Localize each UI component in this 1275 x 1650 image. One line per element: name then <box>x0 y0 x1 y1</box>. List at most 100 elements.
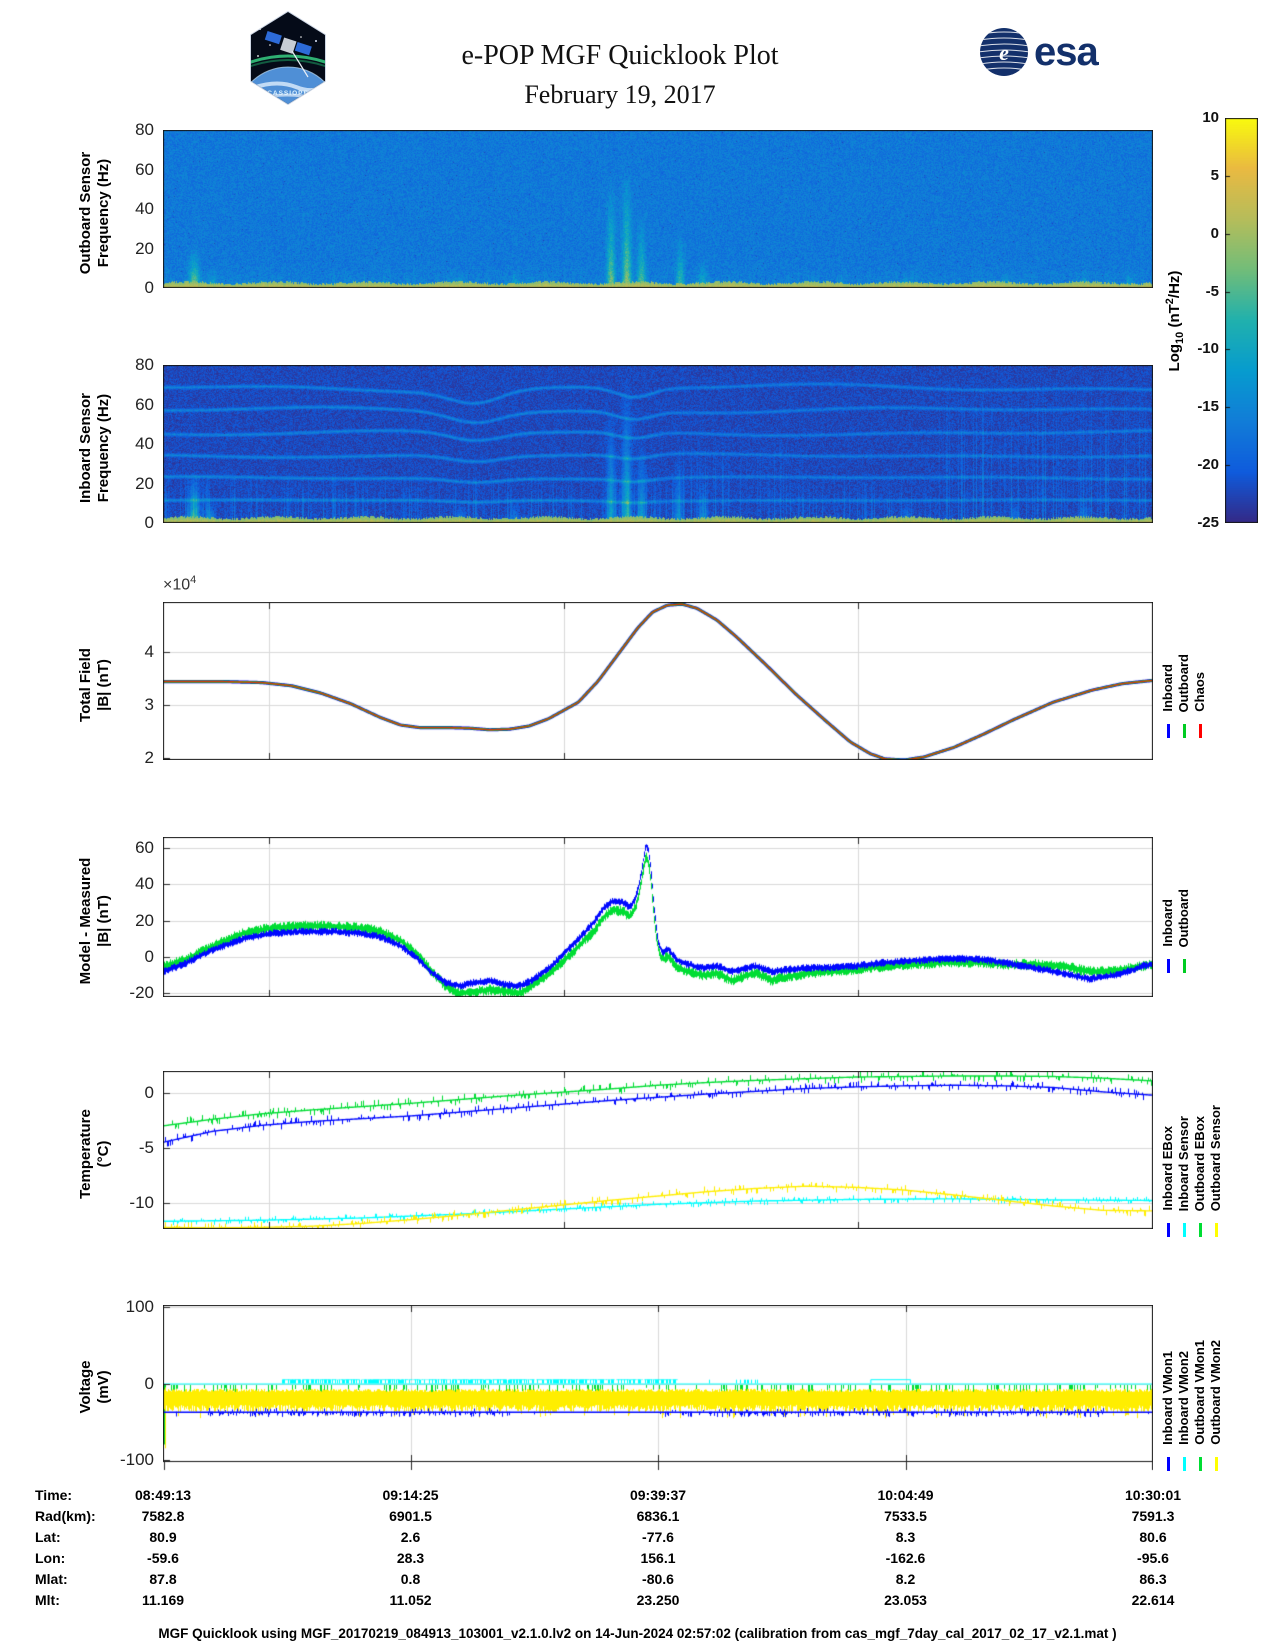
table-cell: 08:49:13 <box>134 1487 192 1503</box>
table-cell: 09:14:25 <box>382 1487 439 1503</box>
model-minus-measured-ytick--20: -20 <box>129 983 154 1003</box>
colorbar-tick-10: 10 <box>1202 109 1219 126</box>
footer-caption: MGF Quicklook using MGF_20170219_084913_… <box>158 1626 1117 1641</box>
total-field-legend-markers <box>1160 724 1208 738</box>
outboard-spectrogram-ytick-0: 0 <box>144 278 154 297</box>
total-field-canvas <box>163 602 1153 760</box>
table-cell: 8.3 <box>895 1529 916 1545</box>
legend-color-tick <box>1192 1223 1208 1237</box>
inboard-spectrogram-canvas <box>163 365 1153 523</box>
temperature-ytick--10: -10 <box>129 1192 154 1212</box>
temperature-legend-label: Outboard Sensor <box>1208 1104 1223 1211</box>
colorbar-tick-5: 5 <box>1210 166 1219 184</box>
svg-text:e: e <box>999 40 1009 65</box>
temperature-ytick-0: 0 <box>144 1082 154 1102</box>
voltage-legend-markers <box>1160 1457 1224 1471</box>
legend-color-tick <box>1160 1223 1176 1237</box>
outboard-spectrogram-ytick-20: 20 <box>135 238 154 258</box>
legend-color-tick <box>1160 959 1176 973</box>
table-cell: -77.6 <box>642 1529 674 1545</box>
table-cell: 7533.5 <box>884 1508 927 1524</box>
table-cell: 8.2 <box>895 1571 916 1587</box>
table-cell: 87.8 <box>149 1571 177 1587</box>
legend-color-tick <box>1176 724 1192 738</box>
table-cell: -59.6 <box>147 1550 179 1566</box>
voltage-ytick-0: 0 <box>144 1373 154 1393</box>
total-field-ytick-4: 4 <box>144 641 154 661</box>
ylabel-total-field: Total Field |B| (nT) <box>77 648 112 722</box>
colorbar-tick--15: -15 <box>1197 398 1219 416</box>
legend-color-tick <box>1160 724 1176 738</box>
model-minus-measured-legend-label: Outboard <box>1176 888 1191 948</box>
inboard-spectrogram-ytick-60: 60 <box>135 394 154 414</box>
table-row-label-lon: Lon: <box>35 1550 66 1566</box>
table-cell: 156.1 <box>640 1550 676 1566</box>
table-cell: 2.6 <box>400 1529 421 1545</box>
colorbar-label: Log10 (nT2/Hz) <box>1164 270 1186 372</box>
esa-globe-icon: e <box>980 28 1028 76</box>
table-cell: 22.614 <box>1131 1592 1175 1608</box>
temperature-legend: Inboard EBox Inboard Sensor Outboard EBox O… <box>1160 1071 1224 1211</box>
legend-color-tick <box>1176 959 1192 973</box>
model-minus-measured-legend-label: Inboard <box>1160 899 1175 947</box>
table-row-label-mlat: Mlat: <box>35 1571 68 1587</box>
table-cell: 80.9 <box>149 1529 177 1545</box>
temperature-legend-label: Outboard EBox <box>1192 1115 1207 1211</box>
total-field-legend-label: Chaos <box>1192 672 1207 712</box>
voltage-legend: Inboard VMon1 Inboard VMon2 Outboard VMon1… <box>1160 1305 1224 1445</box>
colorbar-tick--25: -25 <box>1197 514 1219 531</box>
legend-color-tick <box>1160 1457 1176 1471</box>
legend-color-tick <box>1176 1457 1192 1471</box>
table-cell: 7582.8 <box>141 1508 185 1524</box>
cassiope-mission-patch: CASSIOPE <box>250 11 326 105</box>
legend-color-tick <box>1192 724 1208 738</box>
colorbar-tick-0: 0 <box>1210 224 1219 242</box>
legend-color-tick <box>1176 1223 1192 1237</box>
total-field-legend: Inboard Outboard Chaos <box>1160 572 1208 713</box>
legend-color-tick <box>1208 1457 1224 1471</box>
total-field-ytick-3: 3 <box>144 694 154 714</box>
table-row-label-mlt: Mlt: <box>35 1592 60 1608</box>
table-cell: 10:04:49 <box>877 1487 934 1503</box>
esa-wordmark: esa <box>1034 29 1099 74</box>
table-cell: 09:39:37 <box>629 1487 687 1503</box>
table-row-label-lat: Lat: <box>35 1529 61 1545</box>
temperature-canvas <box>163 1071 1153 1229</box>
table-cell: -162.6 <box>885 1550 926 1566</box>
table-cell: 28.3 <box>396 1550 425 1566</box>
table-cell: 86.3 <box>1139 1571 1167 1587</box>
temperature-ytick--5: -5 <box>138 1137 154 1157</box>
esa-logo: e esa <box>978 26 1099 78</box>
model-minus-measured-legend-markers <box>1160 959 1192 973</box>
voltage-legend-label: Inboard VMon1 <box>1160 1351 1175 1445</box>
legend-color-tick <box>1208 1223 1224 1237</box>
total-field-legend-label: Outboard <box>1176 653 1191 713</box>
table-row-label-time: Time: <box>35 1487 73 1503</box>
colorbar-tick--5: -5 <box>1205 282 1219 300</box>
voltage-legend-label: Outboard VMon1 <box>1192 1340 1207 1445</box>
model-minus-measured-legend: Inboard Outboard <box>1160 807 1192 948</box>
outboard-spectrogram-ytick-60: 60 <box>135 159 154 179</box>
page-date: February 19, 2017 <box>524 80 716 109</box>
total-field-ytick-2: 2 <box>144 747 154 767</box>
patch-label: CASSIOPE <box>267 90 309 97</box>
outboard-spectrogram-ytick-80: 80 <box>135 120 154 139</box>
temperature-legend-label: Inboard Sensor <box>1176 1115 1191 1211</box>
voltage-ytick--100: -100 <box>119 1449 154 1469</box>
table-cell: 6901.5 <box>389 1508 432 1524</box>
colorbar-canvas <box>1225 118 1258 523</box>
table-cell: 23.053 <box>884 1592 927 1608</box>
colorbar-tick--20: -20 <box>1197 456 1219 474</box>
colorbar-tick--10: -10 <box>1197 340 1219 358</box>
inboard-spectrogram-ytick-0: 0 <box>144 513 154 532</box>
outboard-spectrogram-canvas <box>163 130 1153 288</box>
inboard-spectrogram-ytick-80: 80 <box>135 355 154 374</box>
table-cell: 11.052 <box>389 1592 432 1608</box>
model-minus-measured-ytick-40: 40 <box>135 874 154 894</box>
outboard-spectrogram-ytick-40: 40 <box>135 199 154 218</box>
table-cell: 80.6 <box>1139 1529 1167 1545</box>
voltage-canvas <box>163 1305 1153 1471</box>
total-field-exponent: ×104 <box>163 574 197 594</box>
model-minus-measured-ytick-20: 20 <box>135 910 154 930</box>
